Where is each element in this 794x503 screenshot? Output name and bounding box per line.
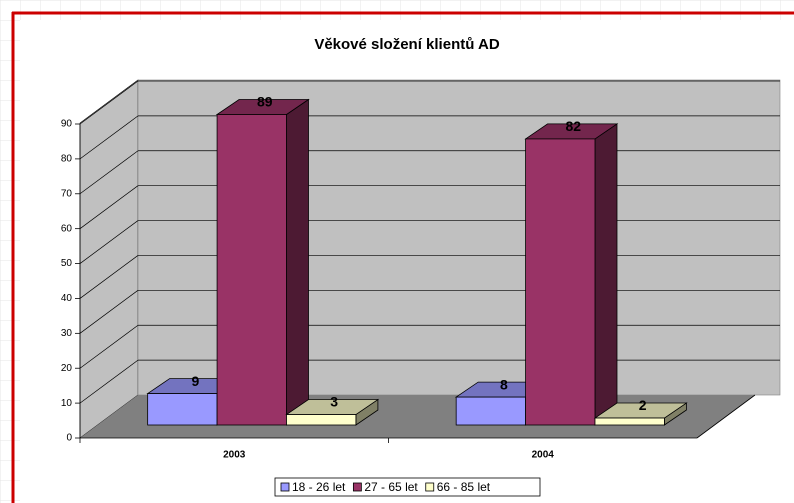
legend-label: 18 - 26 let [292, 480, 346, 494]
legend-swatch [352, 482, 362, 492]
data-label: 8 [500, 376, 508, 392]
legend [274, 477, 541, 497]
y-tick-label: 0 [66, 433, 72, 444]
bar [215, 98, 310, 426]
y-tick-label: 70 [61, 188, 73, 199]
grid-line [79, 359, 139, 404]
bar-side [286, 98, 309, 426]
data-label: 3 [330, 394, 338, 410]
x-tick-label: 2003 [223, 450, 246, 461]
bar-front [525, 138, 596, 426]
grid-line [79, 324, 139, 369]
data-label: 2 [639, 397, 647, 413]
bar [524, 123, 619, 426]
bar [593, 402, 688, 426]
bar-front [594, 417, 665, 426]
y-tick-label: 80 [61, 154, 73, 165]
x-axis-edge [696, 394, 756, 439]
y-tick-label: 20 [61, 363, 73, 374]
x-tick-label: 2004 [532, 450, 555, 461]
side-wall [79, 79, 139, 439]
data-label: 89 [257, 94, 273, 110]
bar-front [286, 414, 357, 426]
legend-label: 27 - 65 let [364, 480, 418, 494]
data-label: 9 [191, 373, 199, 389]
y-tick-label: 40 [61, 293, 73, 304]
chart-title: Věkové složení klientů AD [314, 36, 499, 53]
data-label: 82 [565, 118, 581, 134]
y-tick-label: 50 [61, 258, 73, 269]
y-tick-label: 90 [61, 119, 73, 130]
grid-line [79, 80, 139, 125]
bar-front [147, 393, 218, 426]
grid-line [79, 290, 139, 334]
bar-side [594, 123, 618, 426]
y-tick-label: 30 [61, 328, 73, 339]
grid-line [79, 115, 139, 160]
grid-line [79, 185, 139, 229]
grid-line [79, 220, 139, 264]
y-tick-label: 60 [61, 223, 73, 234]
bar [285, 398, 380, 426]
y-tick-label: 10 [61, 398, 73, 409]
bar-front [455, 396, 526, 426]
legend-swatch [280, 482, 290, 492]
grid-line [79, 150, 139, 195]
bar-front [216, 114, 287, 426]
bar [454, 381, 549, 426]
grid-line [79, 255, 139, 299]
legend-swatch [425, 482, 435, 492]
legend-label: 66 - 85 let [437, 480, 491, 494]
